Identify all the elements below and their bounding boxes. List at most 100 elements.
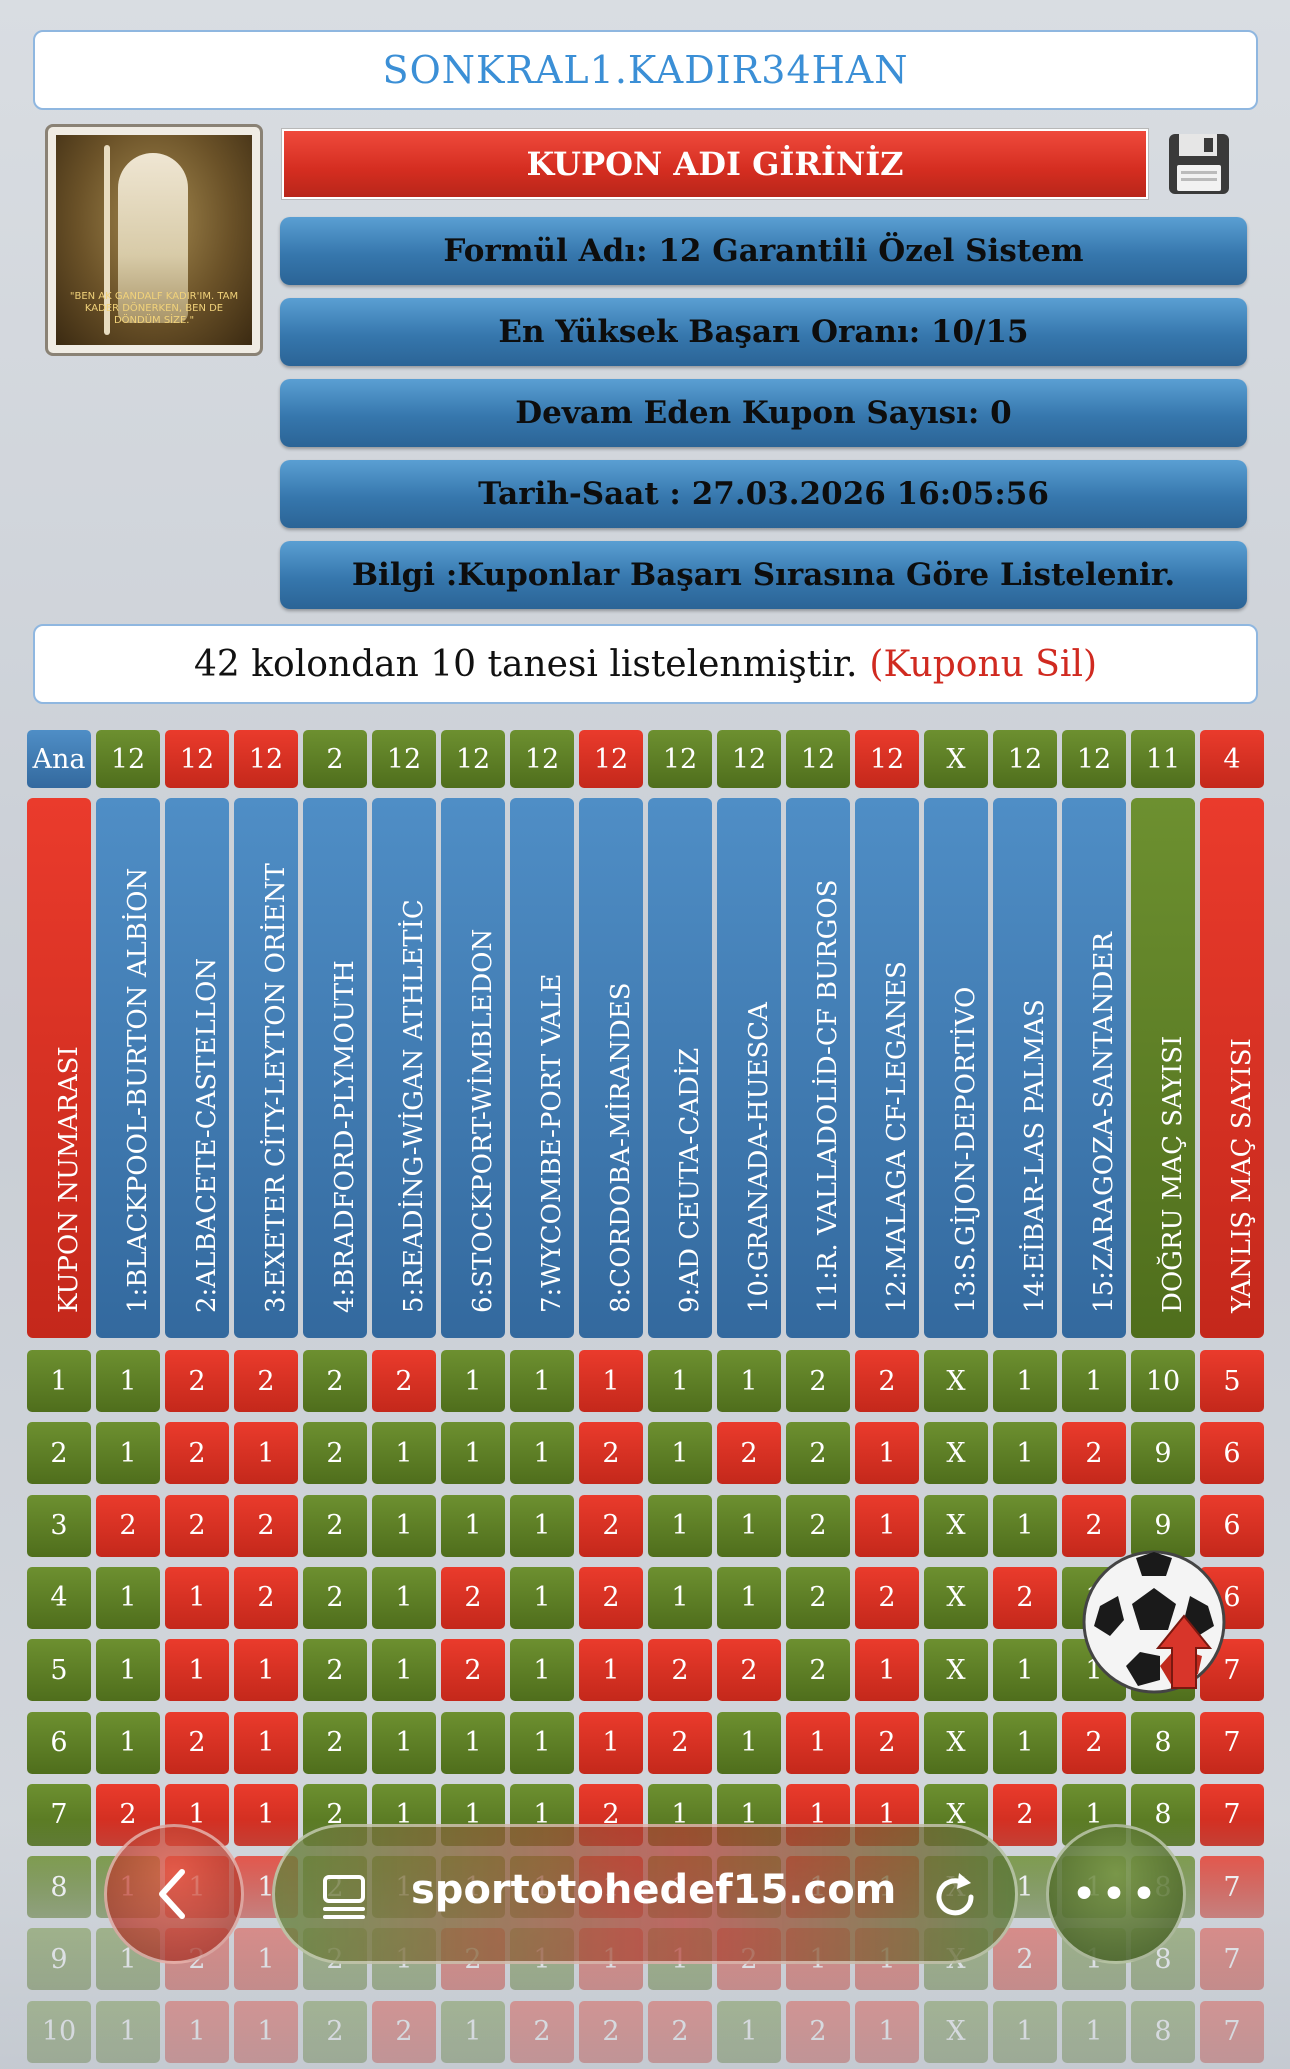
table-cell-text: X [946,1727,966,1758]
table-cell-text: 6 [1223,1437,1241,1469]
table-cell: 2 [855,1350,919,1412]
avatar-image: "BEN AK GANDALF KADIR'IM. TAM KADER DÖNE… [56,135,252,345]
table-cell-text: 5 [1223,1365,1241,1397]
table-cell-text: 1 [878,1437,896,1469]
ana-cell: 2 [303,730,367,788]
table-cell-text: X [946,1510,966,1542]
tabs-icon[interactable] [315,1867,375,1927]
table-cell: 2 [234,1350,298,1412]
ana-cell-text: 12 [179,743,215,775]
browser-back-button[interactable] [104,1824,244,1964]
table-cell-text: X [946,1582,966,1614]
kupon-name-button[interactable]: KUPON ADI GİRİNİZ [282,129,1148,199]
column-header-label: 1:BLACKPOOL-BURTON ALBİON [123,867,153,1313]
table-cell: 2 [165,1422,229,1485]
column-header: DOĞRU MAÇ SAYISI [1131,798,1195,1338]
save-icon[interactable] [1166,131,1232,197]
table-cell: 1 [855,1494,919,1557]
chevron-left-icon [159,1869,185,1919]
column-header: 5:READİNG-WİGAN ATHLETİC [372,798,436,1338]
table-cell: 2 [786,1494,850,1557]
table-cell: 1 [234,1422,298,1485]
table-cell: 9 [1131,1422,1195,1485]
table-cell-text: 2 [1085,1727,1103,1758]
column-header: 14:EİBAR-LAS PALMAS [993,798,1057,1338]
table-cell: 1 [648,1350,712,1412]
table-cell-text: 1 [395,1437,413,1469]
info-success-rate: En Yüksek Başarı Oranı: 10/15 [280,298,1247,366]
table-cell: 1 [648,1494,712,1557]
table-cell-text: 2 [188,1510,206,1542]
table-cell: 2 [234,1494,298,1557]
table-cell: 2 [786,1350,850,1412]
column-header-label: YANLIŞ MAÇ SAYISI [1227,1038,1257,1313]
ana-cell: 12 [786,730,850,788]
browser-address-bar[interactable]: sportotohedef15.com [272,1824,1018,1964]
table-cell-text: 2 [326,1654,344,1686]
table-cell: X [924,1711,988,1774]
table-cell-text: 1 [119,1437,137,1469]
ana-cell: 12 [372,730,436,788]
table-cell-text: 1 [119,1727,137,1758]
table-cell-text: 1 [464,1437,482,1469]
table-cell: 1 [993,1639,1057,1702]
ana-cell-text: Ana [32,743,86,775]
table-cell-text: 6 [1223,1510,1241,1542]
table-cell-text: 6 [50,1727,68,1758]
username-box: SONKRAL1.KADIR34HAN [33,30,1258,110]
table-cell-text: 1 [395,1654,413,1686]
table-cell-text: 1 [740,1582,758,1614]
table-cell: 2 [303,1711,367,1774]
ana-cell-text: 12 [731,743,767,775]
coupon-number-cell: 1 [27,1350,91,1412]
reload-icon[interactable] [925,1867,985,1927]
table-cell: 2 [579,1566,643,1629]
scroll-top-ball-button[interactable] [1080,1548,1228,1696]
table-cell: 1 [786,1711,850,1774]
table-cell: 8 [1131,1711,1195,1774]
url-text: sportotohedef15.com [411,1867,897,1913]
table-cell-text: 2 [395,1365,413,1397]
table-cell: 2 [303,1350,367,1412]
table-cell-text: 2 [1085,1437,1103,1469]
table-cell-text: 2 [464,1654,482,1686]
column-header: YANLIŞ MAÇ SAYISI [1200,798,1264,1338]
table-cell: 1 [510,1350,574,1412]
table-cell-text: 4 [50,1582,68,1614]
table-cell: 2 [786,1639,850,1702]
info-formula-value: 12 Garantili Özel Sistem [658,233,1084,269]
table-cell-text: 1 [533,1510,551,1542]
table-cell: 1 [579,1350,643,1412]
table-cell-text: 1 [1016,1727,1034,1758]
table-cell-text: 8 [1154,1727,1172,1758]
info-datetime-value: 27.03.2026 16:05:56 [691,476,1049,512]
info-notice-value: Kuponlar Başarı Sırasına Göre Listelenir… [457,557,1176,593]
table-cell: 2 [441,1566,505,1629]
table-cell: 2 [717,1639,781,1702]
column-header-label: 7:WYCOMBE-PORT VALE [537,973,567,1314]
browser-more-button[interactable]: ••• [1046,1824,1186,1964]
table-cell-text: 1 [602,1654,620,1686]
table-cell: 1 [165,1639,229,1702]
table-cell-text: 2 [326,1365,344,1397]
table-cell-text: X [946,1437,966,1469]
info-success-label: En Yüksek Başarı Oranı: [498,314,921,350]
table-cell-text: 2 [326,1582,344,1614]
table-cell-text: 1 [50,1365,68,1397]
table-cell: 2 [441,1639,505,1702]
column-header: 6:STOCKPORT-WİMBLEDON [441,798,505,1338]
table-cell-text: 1 [533,1582,551,1614]
table-cell: 9 [1131,1494,1195,1557]
table-cell: 1 [96,1422,160,1485]
table-cell-text: 1 [740,1365,758,1397]
delete-coupon-link[interactable]: (Kuponu Sil) [869,643,1098,685]
table-cell: 1 [993,1422,1057,1485]
avatar: "BEN AK GANDALF KADIR'IM. TAM KADER DÖNE… [45,124,263,356]
column-header-label: 13:S.GİJON-DEPORTİVO [951,986,981,1313]
table-cell-text: 1 [257,1654,275,1686]
table-cell-text: X [946,1365,966,1397]
table-cell-text: 1 [1085,1365,1103,1397]
table-cell-text: 1 [1016,1654,1034,1686]
table-cell: 1 [510,1422,574,1485]
table-cell: 1 [993,1711,1057,1774]
